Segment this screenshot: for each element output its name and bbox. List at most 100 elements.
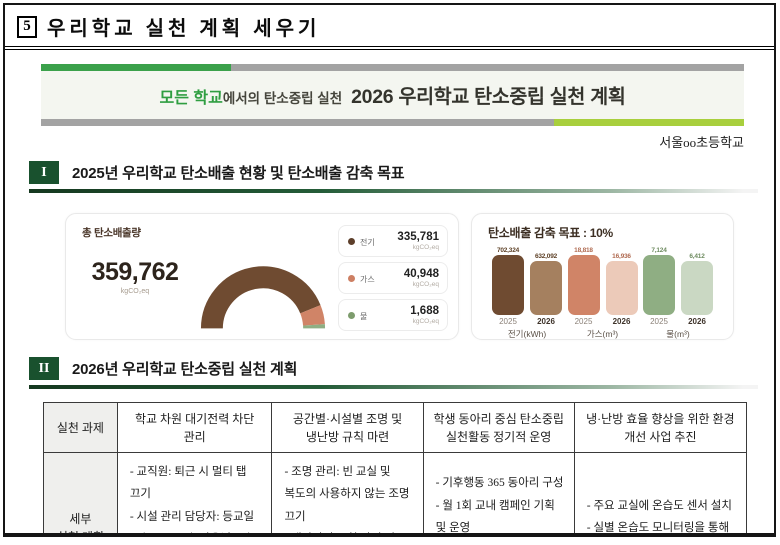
bar-value: 6,412 [689, 253, 705, 260]
banner-text-row: 모든 학교에서의 탄소중립 실천 2026 우리학교 탄소중립 실천 계획 [41, 71, 744, 119]
bar-electricity-2026: 632,092 2026 [530, 253, 562, 326]
table-column-header: 학생 동아리 중심 탄소중립 실천활동 정기적 운영 [422, 402, 575, 453]
legend-item-gas: 가스 40,948 kgCO₂eq [338, 262, 448, 294]
bar-rect [530, 261, 562, 315]
banner-top-bar [41, 64, 744, 71]
banner-bottom-lime-segment [554, 119, 744, 126]
section1-underline [29, 189, 758, 193]
bar-value: 632,092 [534, 253, 558, 260]
emissions-donut-chart [190, 225, 338, 331]
bar-group-label: 가스(m³) [586, 329, 619, 339]
emissions-dashboard: 총 탄소배출량 359,762 kgCO₂eq 전기 335,781 kgCO₂… [65, 213, 734, 340]
detail-cell-hvac-efficiency: - 주요 교실에 온습도 센서 설치 - 실별 온습도 모니터링을 통해 최적의… [573, 452, 748, 535]
detail-cell-student-club: - 기후행동 365 동아리 구성 - 월 1회 교내 캠페인 기획 및 운영 … [422, 452, 575, 535]
bar-value: 702,324 [496, 247, 520, 254]
detail-item: - 월 1회 교내 캠페인 기획 및 운영 [435, 499, 555, 535]
bar-year: 2025 [499, 317, 517, 326]
table-header-row: 실천 과제 학교 차원 대기전력 차단 관리 공간별·시설별 조명 및 냉난방 … [43, 402, 748, 453]
section2-numeral-badge: II [29, 357, 59, 380]
bar-rect [567, 255, 600, 315]
total-emissions-unit: kgCO₂eq [120, 288, 150, 295]
reduction-target-card: 탄소배출 감축 목표 : 10% 702,324 2025 632,092 20… [471, 213, 734, 340]
detail-item: - 주요 교실에 온습도 센서 설치 [586, 499, 732, 512]
document-page: 5 우리학교 실천 계획 세우기 모든 학교에서의 탄소중립 실천 2026 우… [3, 3, 776, 537]
section2-header: II 2026년 우리학교 탄소중립 실천 계획 [29, 357, 758, 389]
legend-unit: kgCO₂eq [412, 317, 439, 325]
banner-highlight-text: 모든 학교 [159, 90, 223, 107]
banner-main-title: 2026 우리학교 탄소중립 실천 계획 [351, 86, 626, 108]
total-emissions-value: 359,762 [91, 258, 179, 286]
bar-year: 2026 [612, 317, 631, 326]
detail-item: - 시설 관리 담당자: 등교일 7시 ON, 17시~다음날 7시 OFF, … [129, 510, 255, 523]
section1-header: I 2025년 우리학교 탄소배출 현황 및 탄소배출 감축 목표 [29, 161, 758, 193]
worksheet-number-box: 5 [17, 15, 37, 38]
table-row-header: 실천 과제 [43, 402, 118, 453]
banner-bottom-bar [41, 119, 744, 126]
detail-item: - 냉난방기 규칙 마련 및 실천: 교육 공동체 협의를 통해 적정 온도 설… [284, 528, 412, 533]
legend-label: 가스 [360, 275, 375, 284]
bar-rect [605, 261, 638, 315]
banner-top-green-segment [41, 64, 231, 71]
table-column-header: 학교 차원 대기전력 차단 관리 [116, 402, 273, 453]
bar-group-electricity: 702,324 2025 632,092 2026 전기(kWh) [492, 247, 562, 340]
legend-label: 전기 [360, 238, 375, 247]
table-row-label: 세부 실천 계획 [43, 452, 118, 533]
legend-unit: kgCO₂eq [412, 280, 439, 288]
worksheet-title-row: 5 우리학교 실천 계획 세우기 [5, 5, 774, 46]
table-column-header: 냉·난방 효율 향상을 위한 환경 개선 사업 추진 [573, 402, 748, 453]
section1-title: 2025년 우리학교 탄소배출 현황 및 탄소배출 감축 목표 [72, 165, 405, 182]
bar-year: 2025 [650, 317, 668, 326]
legend-value: 335,781 [397, 230, 439, 243]
page-title: 우리학교 실천 계획 세우기 [47, 18, 321, 40]
banner: 모든 학교에서의 탄소중립 실천 2026 우리학교 탄소중립 실천 계획 [41, 64, 744, 126]
legend-value: 1,688 [410, 304, 439, 317]
total-emissions-stats: 총 탄소배출량 359,762 kgCO₂eq [82, 225, 188, 331]
table-column-header: 공간별·시설별 조명 및 냉난방 규칙 마련 [271, 402, 424, 453]
detail-item: - 실별 온습도 모니터링을 통해 최적의 냉난방기 운영 방안 도출 [586, 522, 730, 535]
bar-group-label: 물(m³) [666, 329, 690, 339]
donut-segment-electricity [200, 266, 321, 329]
bar-water-2025: 7,124 2025 [643, 247, 675, 326]
school-name: 서울oo초등학교 [659, 135, 744, 150]
bar-value: 7,124 [651, 247, 667, 254]
row-label-line: 세부 [69, 512, 92, 527]
banner-subtitle-text: 에서의 탄소중립 실천 [222, 91, 343, 106]
bar-group-water: 7,124 2025 6,412 2026 물(m³) [643, 247, 713, 340]
bar-electricity-2025: 702,324 2025 [492, 247, 524, 326]
bar-rect [643, 255, 675, 315]
half-donut-svg [200, 266, 326, 329]
bar-rect [492, 255, 524, 315]
detail-item: - 조명 관리: 빈 교실 및 복도의 사용하지 않는 조명 끄기 [284, 466, 410, 523]
legend-item-electricity: 전기 335,781 kgCO₂eq [338, 225, 448, 257]
row-label-line: 실천 계획 [52, 528, 109, 533]
bar-year: 2026 [537, 317, 555, 326]
detail-cell-lighting-hvac-rules: - 조명 관리: 빈 교실 및 복도의 사용하지 않는 조명 끄기 - 냉난방기… [271, 452, 424, 533]
detail-cell-standby-power: - 교직원: 퇴근 시 멀티 탭 끄기 - 시설 관리 담당자: 등교일 7시 … [116, 452, 273, 533]
table-detail-row: 세부 실천 계획 - 교직원: 퇴근 시 멀티 탭 끄기 - 시설 관리 담당자… [43, 452, 748, 535]
banner-bottom-gray-segment [41, 119, 555, 126]
banner-top-gray-segment [230, 64, 744, 71]
legend-label: 물 [360, 312, 368, 321]
legend-unit: kgCO₂eq [412, 243, 439, 251]
action-plan-table: 실천 과제 학교 차원 대기전력 차단 관리 공간별·시설별 조명 및 냉난방 … [43, 402, 748, 535]
bar-rect [681, 261, 713, 315]
bar-value: 18,818 [574, 247, 593, 254]
emissions-legend: 전기 335,781 kgCO₂eq 가스 40,948 kgCO₂eq 물 [338, 225, 448, 331]
bar-value: 16,936 [612, 253, 631, 260]
total-emissions-card: 총 탄소배출량 359,762 kgCO₂eq 전기 335,781 kgCO₂… [65, 213, 459, 340]
water-dot-icon [348, 312, 355, 319]
section1-numeral-badge: I [29, 161, 59, 184]
bar-gas-2025: 18,818 2025 [567, 247, 600, 326]
reduction-bar-groups: 702,324 2025 632,092 2026 전기(kWh) [488, 247, 717, 340]
reduction-target-title: 탄소배출 감축 목표 : 10% [488, 226, 613, 240]
bar-group-label: 전기(kWh) [507, 329, 547, 339]
detail-item: - 교직원: 퇴근 시 멀티 탭 끄기 [129, 466, 247, 501]
legend-item-water: 물 1,688 kgCO₂eq [338, 299, 448, 331]
donut-segment-gas [300, 305, 325, 327]
detail-item: - 기후행동 365 동아리 구성 [435, 477, 564, 490]
electricity-dot-icon [348, 238, 355, 245]
section2-title: 2026년 우리학교 탄소중립 실천 계획 [72, 361, 298, 378]
total-emissions-label: 총 탄소배출량 [82, 227, 141, 239]
bar-gas-2026: 16,936 2026 [605, 253, 638, 326]
bar-year: 2026 [688, 317, 706, 326]
